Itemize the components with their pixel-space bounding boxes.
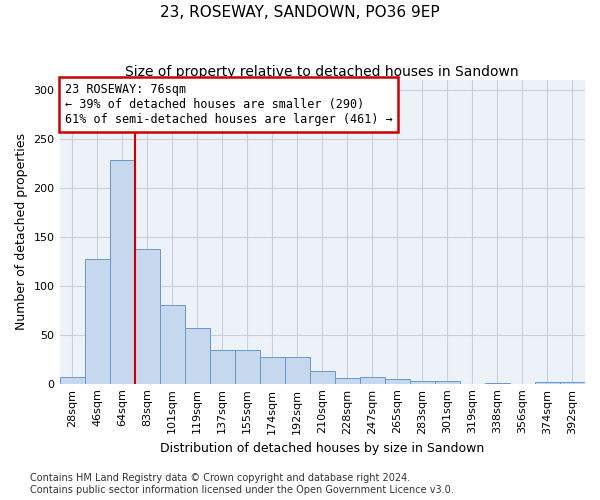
Bar (535, 382, 560, 384)
X-axis label: Distribution of detached houses by size in Sandown: Distribution of detached houses by size … (160, 442, 484, 455)
Bar (59, 377, 85, 384)
Bar (185, 328, 209, 384)
Text: Contains HM Land Registry data © Crown copyright and database right 2024.
Contai: Contains HM Land Registry data © Crown c… (30, 474, 454, 495)
Bar (110, 160, 134, 384)
Bar (285, 357, 310, 384)
Bar (385, 379, 410, 384)
Bar (435, 380, 460, 384)
Bar (360, 377, 385, 384)
Bar (134, 248, 160, 384)
Bar (209, 350, 235, 384)
Bar (485, 382, 510, 384)
Bar (260, 357, 285, 384)
Bar (560, 382, 585, 384)
Y-axis label: Number of detached properties: Number of detached properties (15, 134, 28, 330)
Bar (410, 380, 435, 384)
Bar (235, 350, 260, 384)
Bar (310, 371, 335, 384)
Text: 23 ROSEWAY: 76sqm
← 39% of detached houses are smaller (290)
61% of semi-detache: 23 ROSEWAY: 76sqm ← 39% of detached hous… (65, 83, 392, 126)
Text: 23, ROSEWAY, SANDOWN, PO36 9EP: 23, ROSEWAY, SANDOWN, PO36 9EP (160, 5, 440, 20)
Title: Size of property relative to detached houses in Sandown: Size of property relative to detached ho… (125, 65, 519, 79)
Bar (160, 306, 185, 384)
Bar (85, 260, 110, 384)
Bar (335, 378, 360, 384)
